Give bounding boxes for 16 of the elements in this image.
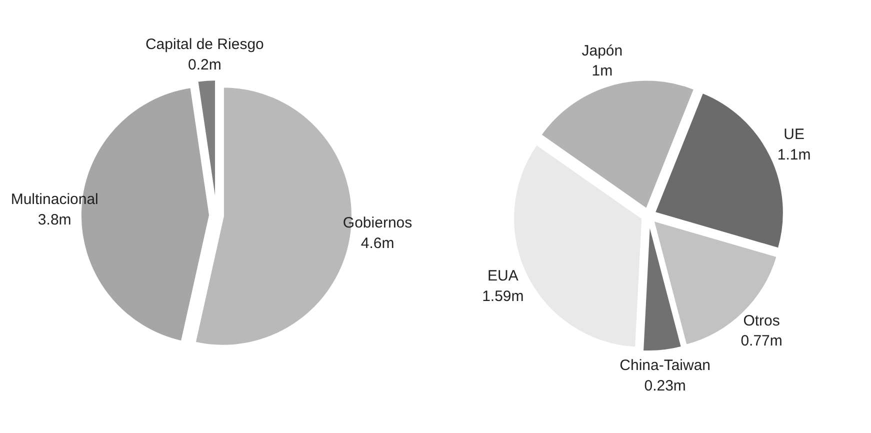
slice-label: Multinacional bbox=[10, 190, 98, 208]
data-label: 4.6m bbox=[360, 234, 394, 252]
slice-label: China-Taiwan bbox=[620, 357, 711, 374]
data-label: 1.59m bbox=[482, 288, 524, 305]
data-label: 1m bbox=[592, 62, 613, 80]
slice-label: UE bbox=[784, 126, 804, 144]
data-label: 0.23m bbox=[644, 378, 686, 395]
data-label: 0.77m bbox=[740, 332, 782, 350]
slice-label: EUA bbox=[488, 268, 518, 285]
slice-label: Capital de Riesgo bbox=[145, 36, 264, 53]
slice-label: Gobiernos bbox=[342, 214, 412, 232]
data-label: 0.2m bbox=[188, 56, 222, 74]
data-label: 3.8m bbox=[38, 211, 72, 228]
slice-label: Japón bbox=[582, 42, 623, 60]
data-label: 1.1m bbox=[777, 146, 811, 164]
slice-label: Otros bbox=[743, 312, 780, 330]
